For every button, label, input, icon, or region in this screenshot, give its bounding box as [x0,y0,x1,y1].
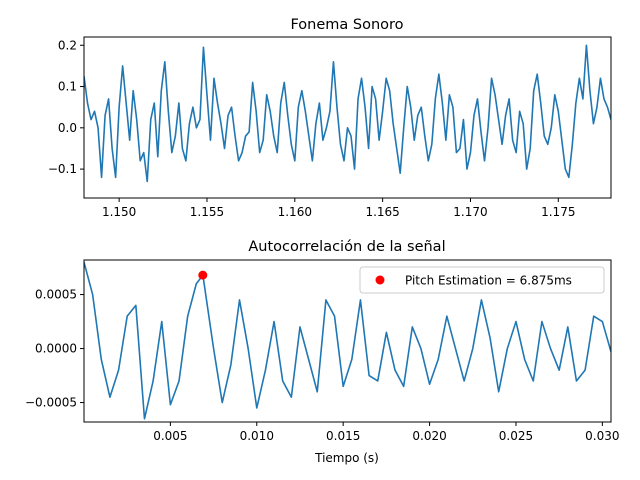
pitch-estimation-marker [198,270,208,280]
x-tick-label: 0.025 [499,429,533,443]
y-tick-label: −0.0005 [25,396,77,410]
x-tick-label: 0.015 [326,429,360,443]
x-tick-label: 1.160 [278,205,312,219]
y-axis: 0.2 0.1 0.0 −0.1 [48,38,84,176]
x-tick-label: 1.155 [190,205,224,219]
x-tick-label: 1.150 [102,205,136,219]
y-tick-label: 0.2 [58,38,77,52]
axes-autocorrelacion: Autocorrelación de la señal 0.005 0.010 0.… [25,239,620,465]
chart-title: Fonema Sonoro [290,17,403,33]
plot-area [84,44,611,183]
legend-marker [375,275,385,285]
axes-fonema-sonoro: Fonema Sonoro 1.150 1.155 1.160 1.165 1.170 1… [48,17,612,219]
y-tick-label: 0.0000 [35,342,77,356]
x-tick-label: 0.020 [412,429,446,443]
axes-frame [83,259,612,423]
x-axis-label: Tiempo (s) [314,451,379,465]
legend-box [359,266,605,294]
x-tick-label: 0.010 [240,429,274,443]
x-axis: 1.150 1.155 1.160 1.165 1.170 1.175 [102,198,575,219]
y-tick-label: 0.0005 [35,288,77,302]
series-line-0 [84,44,611,183]
chart-title: Autocorrelación de la señal [248,239,445,255]
y-axis: 0.0005 0.0000 −0.0005 [25,288,84,410]
y-tick-label: −0.1 [48,162,77,176]
series-line-0 [84,261,611,420]
x-axis: 0.005 0.010 0.015 0.020 0.025 0.030 [153,422,620,443]
axes-frame [83,36,612,199]
legend: Pitch Estimation = 6.875ms [359,266,605,294]
x-tick-label: 1.175 [541,205,575,219]
x-tick-label: 0.005 [153,429,187,443]
x-tick-label: 1.165 [365,205,399,219]
x-tick-label: 0.030 [585,429,619,443]
y-tick-label: 0.1 [58,80,77,94]
x-tick-label: 1.170 [453,205,487,219]
y-tick-label: 0.0 [58,121,77,135]
plot-area [84,261,611,420]
legend-label: Pitch Estimation = 6.875ms [405,274,572,288]
